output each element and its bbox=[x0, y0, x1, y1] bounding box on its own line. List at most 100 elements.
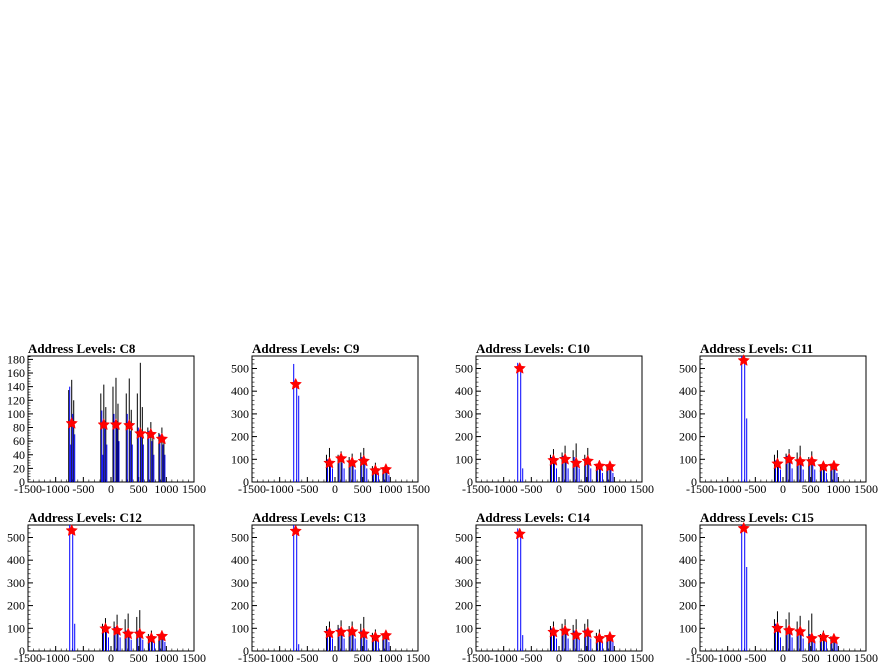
peak-marker-star bbox=[323, 626, 336, 639]
x-tick-label: 500 bbox=[130, 651, 148, 665]
x-tick-label: 500 bbox=[578, 651, 596, 665]
chart-title: Address Levels: C11 bbox=[700, 341, 813, 356]
y-tick-label: 100 bbox=[455, 621, 473, 635]
x-tick-label: -1500 bbox=[686, 651, 714, 665]
x-tick-label: 0 bbox=[780, 482, 786, 496]
x-tick-label: 0 bbox=[556, 482, 562, 496]
peak-marker-star bbox=[155, 432, 169, 445]
y-tick-label: 500 bbox=[7, 530, 25, 544]
x-tick-label: 1000 bbox=[602, 482, 626, 496]
peak-marker-star bbox=[782, 452, 796, 465]
y-tick-label: 100 bbox=[455, 452, 473, 466]
x-tick-label: 0 bbox=[108, 651, 114, 665]
y-tick-label: 400 bbox=[7, 553, 25, 567]
chart-title: Address Levels: C10 bbox=[476, 341, 590, 356]
x-tick-label: -500 bbox=[744, 482, 766, 496]
peak-marker-star bbox=[827, 459, 841, 472]
peak-marker-star bbox=[357, 454, 371, 467]
peak-marker-star bbox=[603, 459, 617, 472]
plot-frame bbox=[699, 355, 867, 483]
x-tick-label: 1000 bbox=[154, 482, 178, 496]
y-tick-label: 100 bbox=[231, 452, 249, 466]
peak-marker-star bbox=[99, 622, 112, 635]
x-tick-label: 500 bbox=[130, 482, 148, 496]
y-tick-label: 40 bbox=[13, 448, 25, 462]
chart-panel-1: Address Levels: C90100200300400500-1500-… bbox=[231, 341, 430, 496]
x-tick-label: -500 bbox=[744, 651, 766, 665]
x-tick-label: 1000 bbox=[602, 651, 626, 665]
x-tick-label: 0 bbox=[332, 482, 338, 496]
x-tick-label: -1000 bbox=[42, 651, 70, 665]
peak-marker-star bbox=[121, 627, 135, 640]
peak-marker-star bbox=[805, 631, 819, 644]
x-tick-label: -500 bbox=[296, 482, 318, 496]
x-tick-label: 1500 bbox=[406, 482, 430, 496]
peak-marker-star bbox=[379, 628, 393, 641]
y-tick-label: 100 bbox=[231, 621, 249, 635]
y-tick-label: 0 bbox=[243, 475, 249, 489]
x-tick-label: 0 bbox=[332, 651, 338, 665]
peak-marker-star bbox=[782, 623, 796, 636]
peak-marker-star bbox=[771, 457, 784, 470]
peak-marker-star bbox=[323, 456, 336, 469]
x-tick-label: 0 bbox=[108, 482, 114, 496]
peak-marker-star bbox=[369, 463, 382, 477]
x-tick-label: 1000 bbox=[826, 482, 850, 496]
y-tick-label: 200 bbox=[455, 430, 473, 444]
x-tick-label: 1000 bbox=[154, 651, 178, 665]
x-tick-label: -1500 bbox=[14, 482, 42, 496]
x-tick-label: -1000 bbox=[266, 651, 294, 665]
plot-frame bbox=[27, 524, 195, 652]
peak-marker-star bbox=[793, 454, 807, 467]
y-tick-label: 180 bbox=[7, 352, 25, 366]
peak-marker-star bbox=[547, 625, 560, 638]
y-tick-label: 500 bbox=[231, 530, 249, 544]
x-tick-label: 1500 bbox=[182, 482, 206, 496]
x-tick-label: 1500 bbox=[854, 482, 878, 496]
peak-marker-star bbox=[793, 625, 807, 638]
y-tick-label: 300 bbox=[231, 407, 249, 421]
plot-frame bbox=[251, 355, 419, 483]
peak-marker-star bbox=[357, 627, 371, 640]
x-tick-label: 1500 bbox=[854, 651, 878, 665]
x-tick-label: -1000 bbox=[490, 482, 518, 496]
peak-marker-star bbox=[593, 459, 606, 472]
x-tick-label: 1000 bbox=[378, 482, 402, 496]
chart-panel-7: Address Levels: C15 0 100 200 300 400 500 -1500… bbox=[679, 510, 878, 665]
peak-marker-star bbox=[133, 426, 147, 440]
peak-marker-star bbox=[123, 418, 136, 431]
x-tick-label: -1500 bbox=[238, 482, 266, 496]
y-tick-label: 300 bbox=[455, 407, 473, 421]
y-tick-label: 500 bbox=[679, 530, 697, 544]
y-tick-label: 20 bbox=[13, 461, 25, 475]
peak-marker-star bbox=[581, 454, 595, 467]
y-tick-label: 100 bbox=[679, 452, 697, 466]
peak-marker-star bbox=[737, 353, 750, 366]
chart-title: Address Levels: C14 bbox=[476, 510, 590, 525]
x-tick-label: 500 bbox=[354, 651, 372, 665]
y-tick-label: 500 bbox=[231, 361, 249, 375]
peak-marker-star bbox=[65, 416, 78, 429]
x-tick-label: 1500 bbox=[182, 651, 206, 665]
x-tick-label: -1000 bbox=[714, 651, 742, 665]
peak-marker-star bbox=[513, 527, 526, 540]
peak-marker-star bbox=[771, 621, 784, 634]
y-tick-label: 300 bbox=[679, 576, 697, 590]
peak-marker-star bbox=[369, 630, 382, 643]
y-tick-label: 300 bbox=[455, 576, 473, 590]
x-tick-label: -1500 bbox=[686, 482, 714, 496]
peak-marker-star bbox=[581, 626, 595, 639]
y-tick-label: 0 bbox=[19, 644, 25, 658]
peak-marker-star bbox=[334, 451, 348, 465]
peak-marker-star bbox=[558, 452, 572, 465]
peak-marker-star bbox=[547, 453, 560, 466]
peak-marker-star bbox=[379, 462, 393, 475]
y-tick-label: 400 bbox=[231, 553, 249, 567]
chart-title: Address Levels: C8 bbox=[28, 341, 136, 356]
x-tick-label: 1500 bbox=[630, 482, 654, 496]
chart-panel-3: Address Levels: C11 0 100 200 300 400 500 -1500… bbox=[679, 341, 878, 496]
y-tick-label: 200 bbox=[231, 430, 249, 444]
peak-marker-star bbox=[817, 630, 830, 643]
chart-panel-5: Address Levels: C13 0 100 200 300 400 500 -1500… bbox=[231, 510, 430, 665]
y-tick-label: 400 bbox=[455, 384, 473, 398]
